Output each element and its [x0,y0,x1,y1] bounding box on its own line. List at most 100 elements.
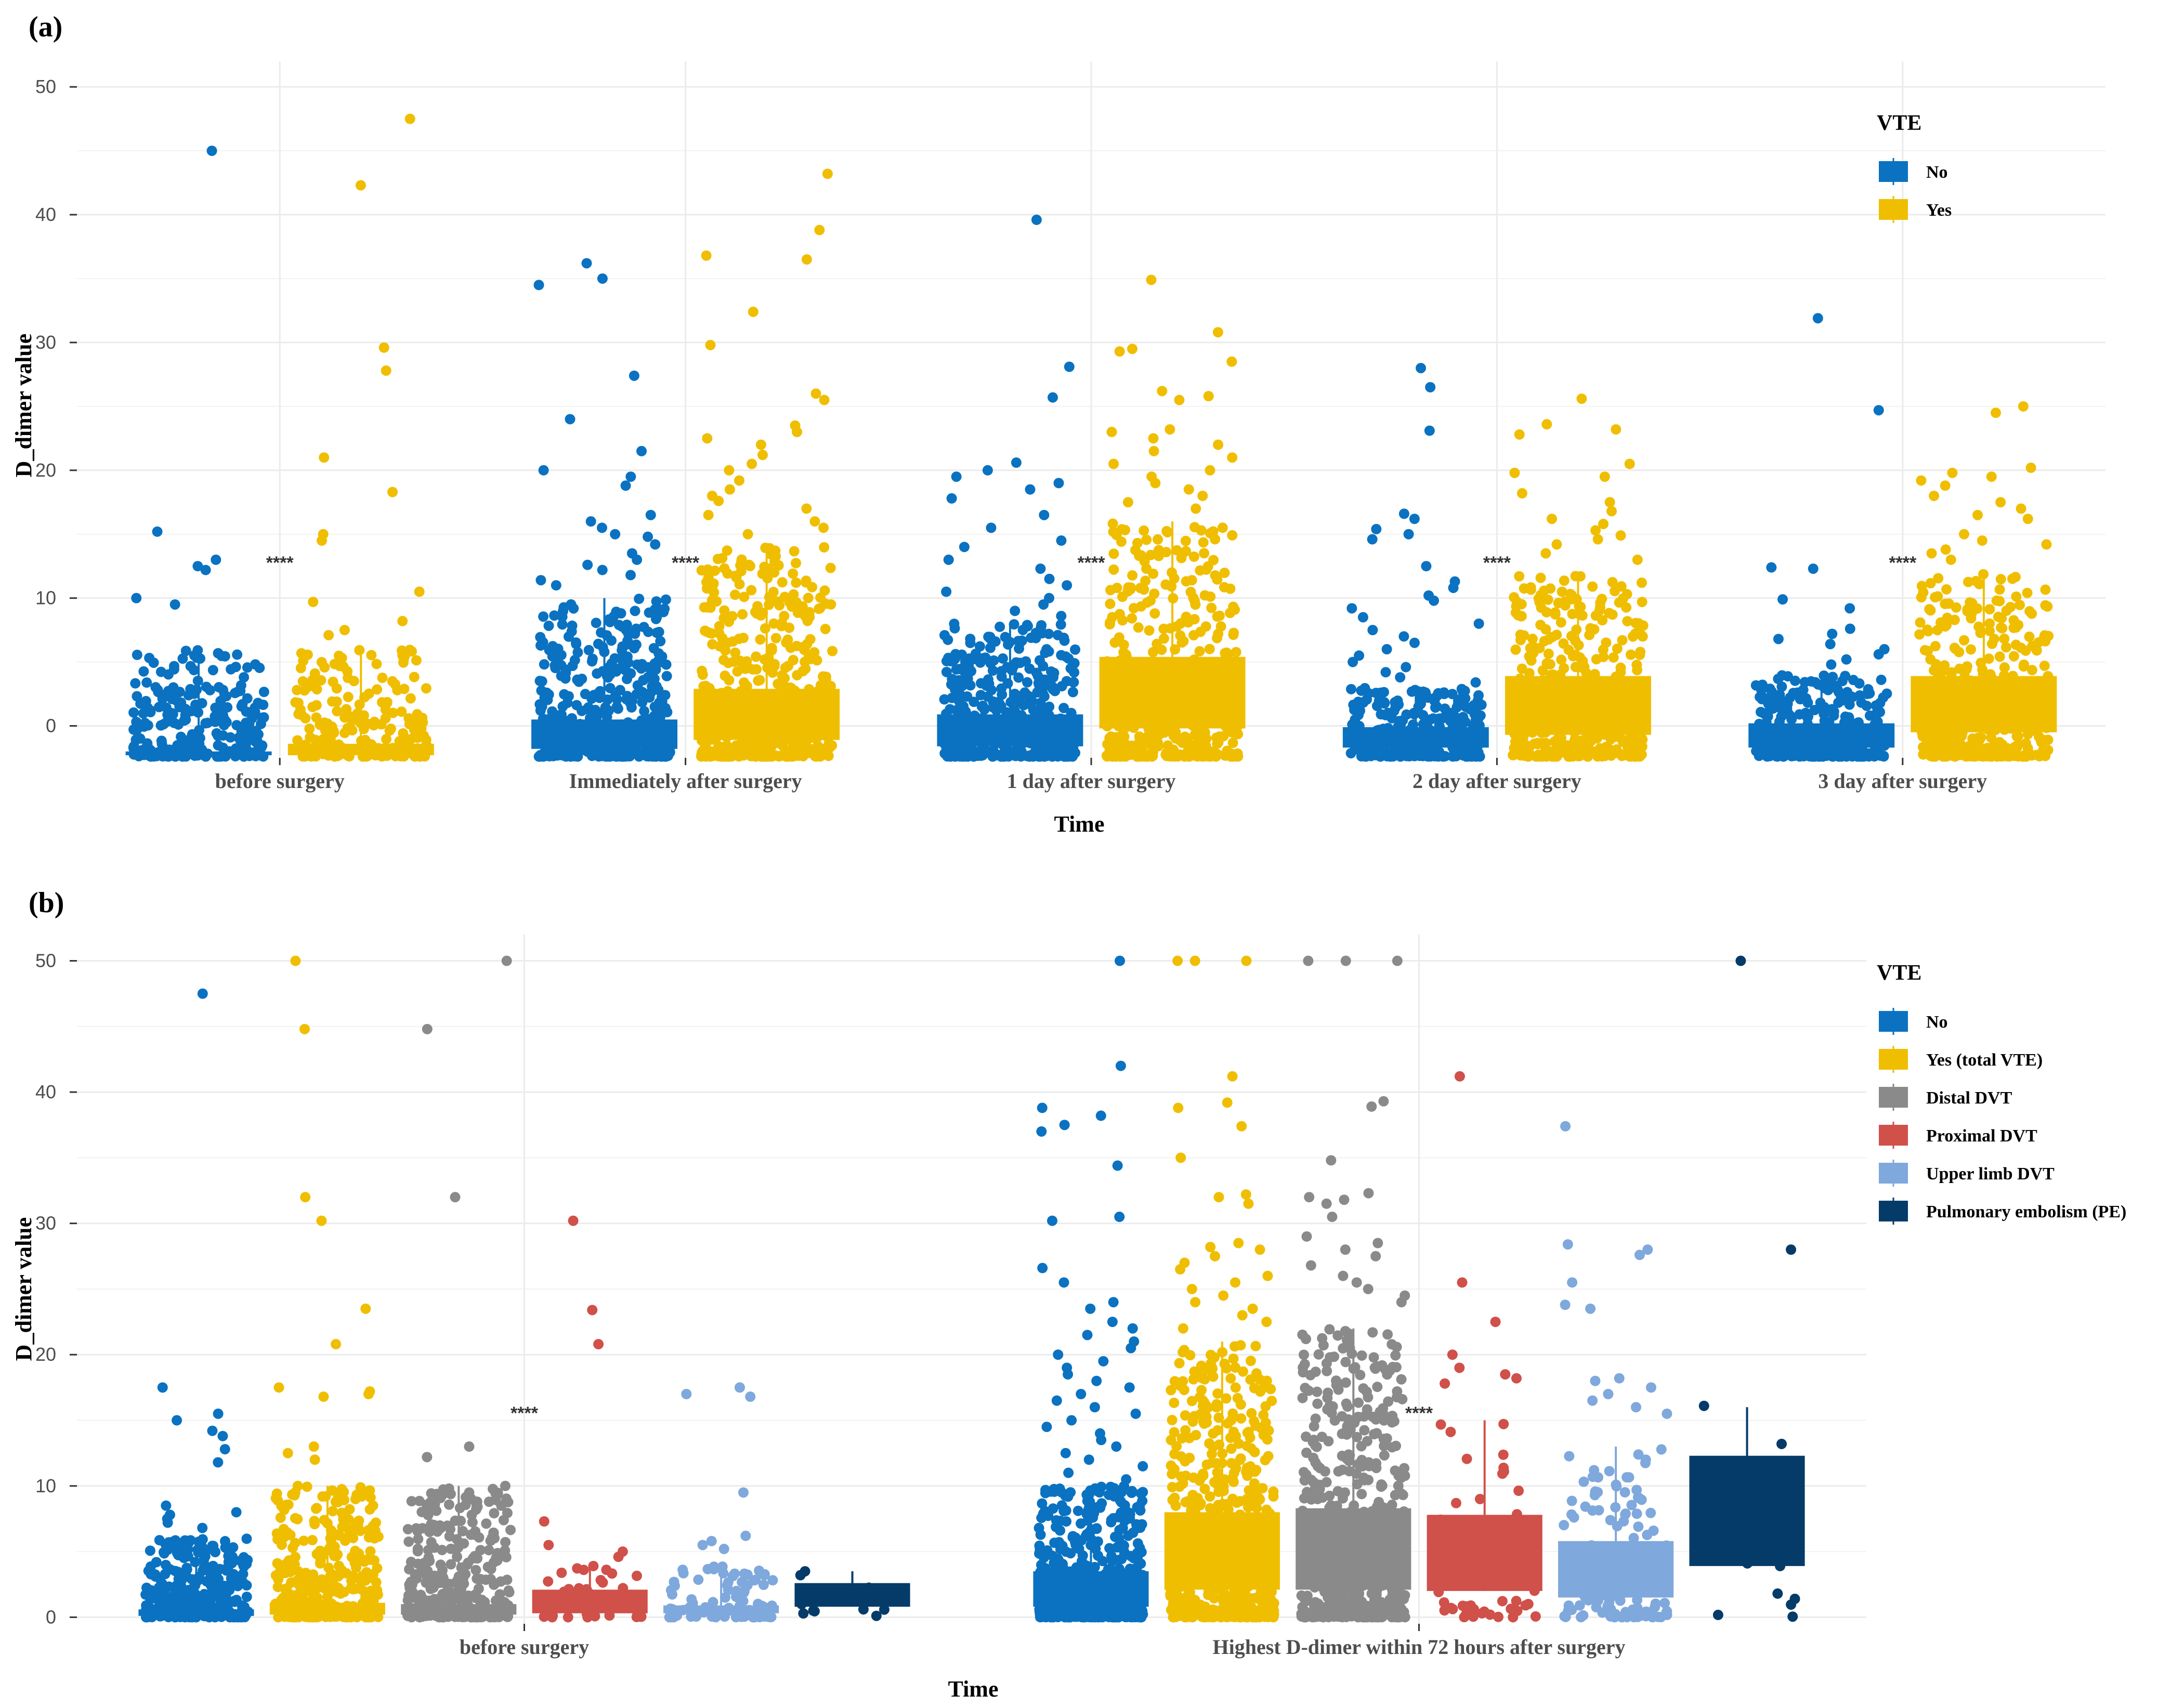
data-point [1174,749,1185,760]
outlier-point [1122,497,1133,508]
data-point [1205,528,1216,538]
data-point [806,696,817,707]
data-point [1569,727,1580,738]
outlier-point [1845,623,1855,634]
data-point [1637,631,1648,642]
outlier-point [643,531,653,542]
data-point [1555,719,1566,730]
data-point [232,743,243,754]
outlier-point [632,554,643,565]
outlier-point [161,1500,172,1511]
data-point [1635,647,1646,658]
outlier-point [1990,408,2001,418]
data-point [272,1582,283,1593]
outlier-point [1108,458,1119,469]
data-point [1101,750,1112,761]
data-point [1814,750,1825,761]
data-point [1057,1558,1068,1569]
data-point [658,607,669,617]
data-point [571,700,582,711]
data-point [1762,751,1773,762]
outlier-point [2025,462,2036,473]
data-point [1076,1518,1087,1529]
data-point [1513,610,1524,621]
data-point [254,662,265,673]
data-point [1180,731,1191,742]
data-point [2022,729,2033,740]
data-point [1916,581,1927,592]
data-point [349,1557,360,1568]
data-point [1847,692,1858,703]
data-point [223,1557,234,1568]
outlier-point [1114,346,1125,357]
data-point [1610,730,1621,741]
data-point [563,691,574,702]
data-point [717,633,728,643]
data-point [1590,714,1601,725]
data-point [1156,727,1167,738]
data-point [1220,648,1231,659]
data-point [1609,688,1620,699]
outlier-point [597,273,608,284]
data-point [1208,555,1219,566]
outlier-point [172,1415,182,1426]
data-point [216,1597,227,1608]
outlier-point [1096,1435,1107,1446]
outlier-point [363,1389,374,1399]
outlier-point [1124,1382,1135,1393]
data-point [1153,534,1163,545]
data-point [1078,1578,1089,1588]
data-point [1997,623,2008,634]
outlier-point [1174,395,1185,405]
data-point [950,649,961,660]
data-point [1786,714,1797,725]
data-point [343,673,354,684]
data-point [1881,688,1892,699]
data-point [2022,587,2033,598]
outlier-point [702,433,713,444]
data-point [706,734,717,745]
data-point [1035,1529,1046,1540]
outlier-point [819,395,830,405]
data-point [210,1612,220,1623]
data-point [231,720,242,731]
data-point [1109,658,1120,669]
outlier-point [1056,611,1067,622]
data-point [602,694,613,705]
data-point [1986,748,1997,759]
data-point [165,1564,176,1575]
data-point [1180,535,1191,546]
outlier-point [213,1408,224,1419]
data-point [366,650,377,661]
data-point [297,676,308,687]
data-point [557,619,568,630]
outlier-point [1036,1126,1047,1137]
data-point [242,662,253,673]
data-point [320,725,331,736]
data-point [162,716,173,727]
data-point [219,1536,230,1547]
outlier-point [1038,599,1049,610]
data-point [2041,722,2052,733]
box-group-yes [1099,274,1246,762]
data-point [210,1546,220,1557]
data-point [1345,684,1356,694]
data-point [2000,642,2011,653]
data-point [1406,686,1417,697]
data-point [315,1545,325,1556]
data-point [786,683,797,694]
outlier-point [1424,425,1435,436]
outlier-point [1926,548,1937,559]
data-point [597,666,608,677]
data-point [767,690,778,701]
data-point [1963,699,1974,710]
data-point [586,656,597,667]
data-point [1563,645,1574,655]
data-point [1102,1579,1113,1589]
data-point [1056,734,1067,745]
outlier-point [1083,1454,1094,1465]
data-point [1562,740,1573,751]
data-point [784,597,795,608]
outlier-point [625,471,636,482]
data-point [548,751,559,761]
